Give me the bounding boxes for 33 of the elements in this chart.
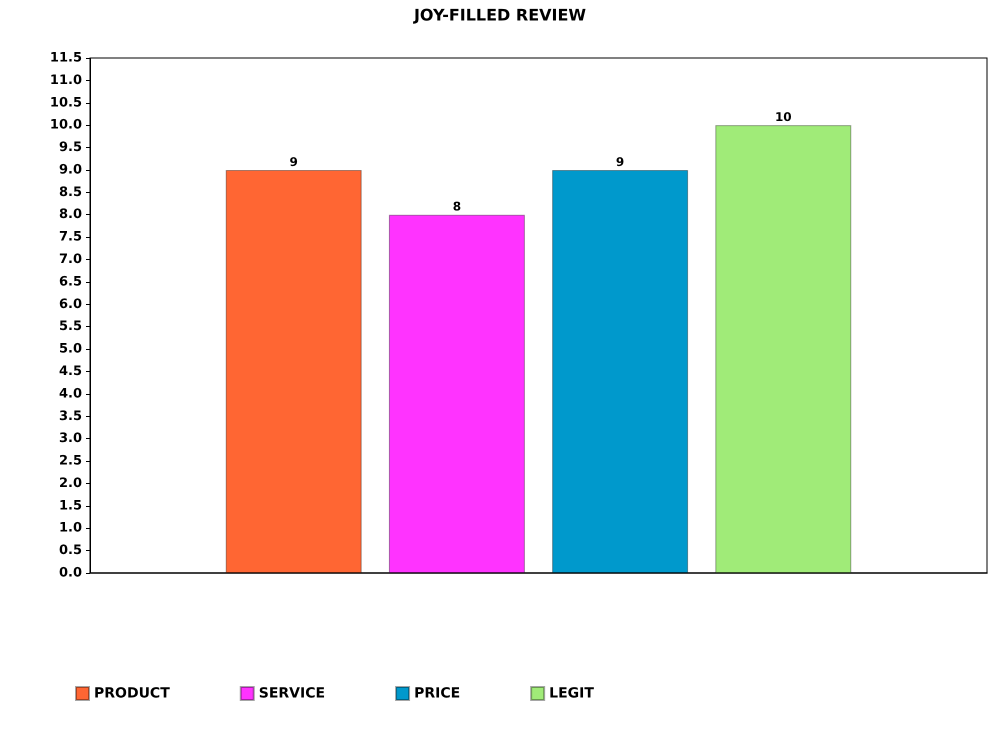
y-tick-label: 2.0: [58, 476, 82, 491]
y-tick-label: 0.5: [58, 543, 82, 558]
y-tick-label: 10.5: [50, 95, 82, 110]
y-tick-label: 11.0: [50, 72, 82, 88]
legend-label: PRICE: [414, 686, 460, 702]
y-tick-label: 1.0: [58, 520, 82, 536]
y-tick-label: 0.0: [58, 566, 82, 580]
y-tick-label: 3.0: [58, 431, 82, 446]
y-tick-label: 10.0: [50, 118, 82, 133]
y-tick-label: 5.0: [58, 342, 82, 357]
legend-label: LEGIT: [549, 686, 594, 702]
data-label: 8: [452, 200, 462, 214]
y-tick-label: 8.0: [58, 207, 82, 222]
y-tick-label: 6.0: [58, 296, 82, 312]
y-tick-label: 8.5: [58, 184, 82, 200]
y-tick-label: 11.5: [50, 50, 82, 66]
y-tick-label: 2.5: [58, 454, 82, 469]
chart-title: JOY-FILLED REVIEW: [412, 6, 586, 24]
y-tick-label: 3.5: [58, 408, 82, 424]
legend-label: SERVICE: [258, 686, 326, 702]
data-label: 9: [616, 154, 624, 169]
y-tick-label: 4.5: [58, 364, 82, 379]
legend-label: PRODUCT: [94, 686, 170, 702]
y-tick-label: 9.0: [58, 162, 82, 178]
data-label: 10: [774, 110, 792, 124]
y-tick-label: 9.5: [58, 140, 82, 156]
y-tick-label: 1.5: [58, 498, 82, 514]
y-tick-label: 7.5: [58, 230, 82, 245]
y-tick-label: 5.5: [58, 319, 82, 334]
y-tick-label: 6.5: [58, 274, 82, 290]
y-tick-label: 7.0: [58, 252, 82, 268]
data-label: 9: [290, 154, 298, 169]
y-tick-label: 4.0: [58, 386, 82, 402]
